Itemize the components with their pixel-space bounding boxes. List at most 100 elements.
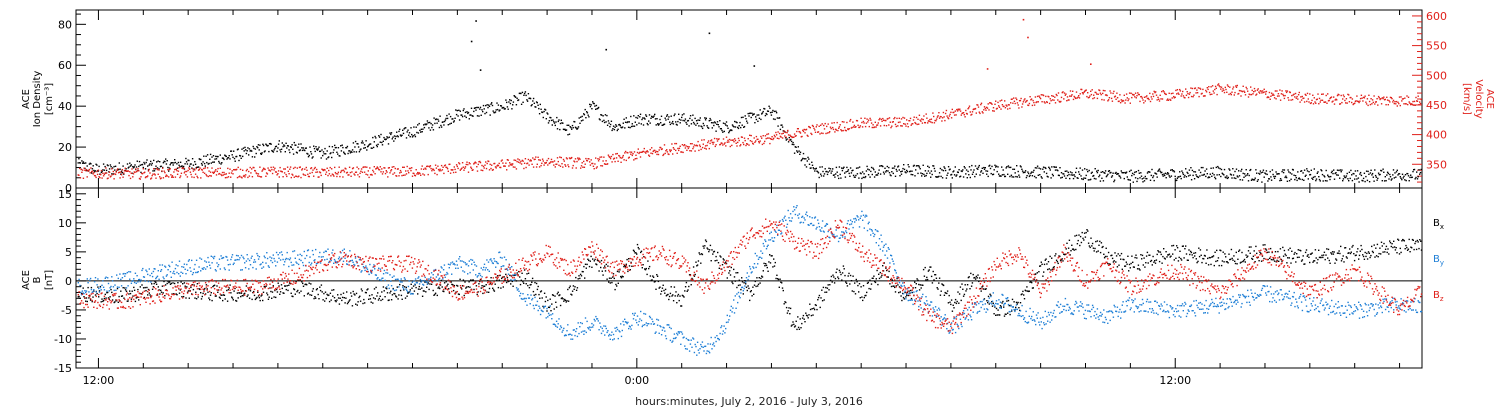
velocity-point xyxy=(562,166,564,168)
velocity-point xyxy=(218,172,221,175)
velocity-point xyxy=(363,171,366,173)
ion-density-point xyxy=(1266,173,1268,176)
velocity-point xyxy=(1371,99,1374,101)
ion-density-point xyxy=(1262,171,1264,173)
ion-density-point xyxy=(305,147,307,149)
b-bx-point xyxy=(179,289,181,291)
ion-density-point xyxy=(265,144,268,146)
ion-density-point xyxy=(429,121,431,124)
ion-density-point xyxy=(968,166,971,168)
b-bx-point xyxy=(98,290,101,292)
b-bx-point xyxy=(700,262,702,264)
ion-density-point xyxy=(230,150,232,152)
velocity-point xyxy=(1172,92,1174,94)
b-bx-point xyxy=(258,297,261,299)
velocity-point xyxy=(513,159,515,161)
ion-density-point xyxy=(1081,169,1084,171)
velocity-point xyxy=(1093,94,1095,96)
b-bx-point xyxy=(974,278,977,280)
ion-density-point xyxy=(604,114,607,116)
ion-density-point xyxy=(136,160,138,162)
b-bx-point xyxy=(763,262,765,265)
ion-density-point xyxy=(630,115,632,118)
velocity-point xyxy=(1309,93,1311,95)
velocity-point xyxy=(1004,100,1006,102)
b-bx-point xyxy=(213,284,216,286)
velocity-point xyxy=(1122,100,1125,102)
velocity-point xyxy=(1043,101,1045,103)
ion-density-point xyxy=(1413,168,1416,171)
ion-density-point xyxy=(315,146,317,148)
velocity-point xyxy=(427,173,429,176)
ion-density-point xyxy=(834,176,836,178)
velocity-point xyxy=(909,117,912,120)
ion-density-point xyxy=(1398,173,1401,175)
ion-density-point xyxy=(1354,170,1357,172)
ion-density-point xyxy=(595,104,598,107)
velocity-point xyxy=(334,171,337,174)
b-bx-point xyxy=(708,249,711,251)
b-bx-point xyxy=(909,292,911,294)
b-bx-point xyxy=(536,288,539,291)
b-bx-point xyxy=(203,289,205,291)
ion-density-point xyxy=(722,122,725,124)
velocity-point xyxy=(1111,100,1114,102)
ion-density-point xyxy=(214,158,216,160)
velocity-point xyxy=(1069,90,1072,92)
velocity-point xyxy=(539,159,541,161)
ion-density-point xyxy=(1217,167,1220,169)
ion-density-point xyxy=(1183,176,1185,178)
ion-density-point xyxy=(197,166,200,168)
ion-density-point xyxy=(159,161,161,163)
ion-density-point xyxy=(295,144,297,146)
ion-density-point xyxy=(808,158,810,160)
velocity-point xyxy=(696,145,699,147)
b-bx-point xyxy=(734,280,736,282)
velocity-point xyxy=(577,157,579,159)
velocity-point xyxy=(331,173,334,175)
b-bx-point xyxy=(757,285,759,287)
ion-density-point xyxy=(913,164,915,167)
velocity-point xyxy=(1119,94,1121,96)
ion-density-point xyxy=(462,109,464,112)
b-bx-point xyxy=(660,290,663,292)
velocity-point xyxy=(307,173,309,175)
velocity-point xyxy=(1161,90,1163,93)
velocity-point xyxy=(639,156,642,158)
velocity-point xyxy=(199,167,201,169)
velocity-point xyxy=(731,144,733,147)
b-bx-point xyxy=(571,294,573,296)
b-bx-point xyxy=(1001,302,1003,304)
velocity-point xyxy=(713,141,715,144)
b-bx-point xyxy=(403,289,405,291)
velocity-point xyxy=(419,172,421,175)
ion-density-point xyxy=(723,130,725,133)
ion-density-point xyxy=(1261,181,1263,183)
ion-density-point xyxy=(1359,171,1362,174)
velocity-point xyxy=(896,117,898,120)
b-bx-point xyxy=(787,310,789,312)
velocity-point xyxy=(472,169,474,171)
b-bx-point xyxy=(975,275,978,278)
velocity-point xyxy=(1370,98,1372,100)
top-right-tick-label: 500 xyxy=(1426,69,1447,82)
velocity-point xyxy=(1191,87,1194,90)
ion-density-point xyxy=(1309,173,1312,176)
ion-density-point xyxy=(851,170,853,172)
ion-density-point xyxy=(1404,174,1407,176)
ion-density-point xyxy=(659,118,661,121)
velocity-point xyxy=(1086,95,1088,98)
b-bx-point xyxy=(700,253,703,255)
velocity-point xyxy=(1321,93,1323,95)
velocity-point xyxy=(646,150,648,152)
ion-density-point xyxy=(133,166,135,168)
velocity-point xyxy=(1356,100,1359,102)
b-bx-point xyxy=(616,285,618,287)
velocity-point xyxy=(1295,97,1297,99)
ion-density-point xyxy=(1110,171,1112,174)
velocity-point xyxy=(1256,89,1259,91)
b-bx-point xyxy=(535,293,537,296)
velocity-point xyxy=(1121,100,1123,103)
ion-density-point xyxy=(1330,175,1332,178)
b-bx-point xyxy=(959,286,962,288)
